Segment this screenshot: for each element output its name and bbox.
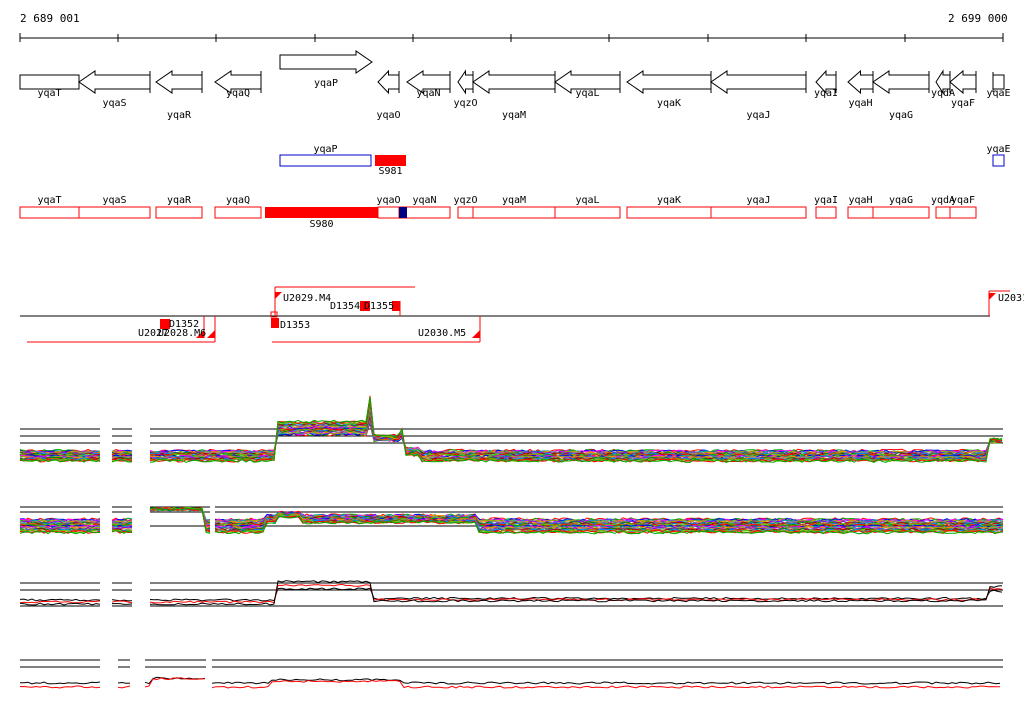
segment-label: S981 [378, 166, 402, 177]
segment-track: yqaP S981 yqaE yqaT yqaS yqaR yqaQ S980 yqaO yqaN… [19, 144, 1011, 230]
gene-yqaH[interactable]: yqaH [847, 69, 874, 109]
segment-label: yqaN [412, 195, 436, 206]
segment-yqaP[interactable]: yqaP [279, 144, 372, 167]
segment-yqaK[interactable]: yqaK [626, 195, 712, 219]
gene-yqaL[interactable]: yqaL [554, 70, 621, 99]
gene-label: yqaT [37, 88, 61, 99]
coordinate-ruler [19, 33, 1004, 42]
segment-label: yqaL [575, 195, 599, 206]
gene-label: yqaI [814, 88, 838, 99]
segment-yqaS[interactable]: yqaS [78, 195, 151, 219]
end-coordinate: 2 699 000 [948, 12, 1008, 25]
gene-label: yqaK [657, 98, 681, 109]
gene-label: yqaG [889, 110, 913, 121]
segment-yqaM[interactable]: yqaM [472, 195, 556, 219]
expression-panel-1 [19, 395, 1003, 463]
gene-yqaQ[interactable]: yqaQ [214, 70, 262, 99]
segment-yqaT[interactable]: yqaT [19, 195, 80, 219]
gene-label: yqaP [314, 78, 338, 89]
segment-label: S980 [309, 219, 333, 230]
gene-yqaT[interactable]: yqaT [19, 74, 80, 99]
segment-label: yqaS [102, 195, 126, 206]
gene-label: yqaO [376, 110, 400, 121]
segment-label: yqaI [814, 195, 838, 206]
segment-yqaO[interactable]: yqaO [376, 195, 401, 219]
segment-highlight [399, 207, 407, 218]
gene-label: yqaJ [746, 110, 770, 121]
segment-label: yqaP [313, 144, 337, 155]
gene-yqaJ[interactable]: yqaJ [710, 70, 807, 121]
gene-label: yqaR [167, 110, 192, 121]
gene-yqaO[interactable]: yqaO [376, 69, 401, 121]
transcription-unit-track: U2029.M4 D1354 D1355 U2031 D1352 U2027 U… [20, 286, 1024, 343]
segment-yqaQ[interactable]: yqaQ [214, 195, 262, 219]
expression-panel-3 [19, 580, 1003, 607]
segment-S981[interactable]: S981 [375, 155, 406, 177]
gene-label: yqaL [575, 88, 599, 99]
segment-label: yqaK [657, 195, 681, 206]
gene-yqaK[interactable]: yqaK [626, 70, 712, 109]
gene-yqaS[interactable]: yqaS [78, 70, 151, 109]
segment-label: yqaO [376, 195, 400, 206]
gene-label: yqaN [416, 88, 440, 99]
segment-label: yqaM [502, 195, 526, 206]
start-coordinate: 2 689 001 [20, 12, 80, 25]
expression-panel-2 [19, 506, 1004, 535]
segment-yqaG[interactable]: yqaG [872, 195, 930, 219]
gene-yqaF[interactable]: yqaF [949, 69, 977, 109]
gene-yqaM[interactable]: yqaM [472, 70, 556, 121]
gene-yqaN[interactable]: yqaN [406, 70, 451, 99]
gene-yqaI[interactable]: yqaI [814, 69, 838, 99]
segment-yqaH[interactable]: yqaH [847, 195, 874, 219]
tu-label-u2031[interactable]: U2031 [998, 293, 1024, 304]
segment-label: yqaJ [746, 195, 770, 206]
tu-label-d1355[interactable]: D1355 [364, 301, 394, 312]
segment-label: yqdA [931, 195, 955, 206]
gene-label: yqaE [986, 88, 1010, 99]
gene-label: yqaH [848, 98, 872, 109]
gene-yqaR[interactable]: yqaR [155, 70, 203, 121]
segment-S980[interactable]: S980 [265, 207, 378, 230]
segment-yqaI[interactable]: yqaI [814, 195, 838, 219]
gene-label: yqaQ [226, 88, 250, 99]
gene-yqaP[interactable]: yqaP [279, 50, 373, 89]
gene-label: yqdA [931, 88, 955, 99]
segment-label: yqaE [986, 144, 1010, 155]
tu-label-u2028[interactable]: U2028.M6 [158, 328, 206, 339]
segment-yqaE[interactable]: yqaE [986, 144, 1011, 167]
tu-label-d1352[interactable]: D1352 [169, 319, 199, 330]
segment-label: yqaQ [226, 195, 250, 206]
segment-yqaL[interactable]: yqaL [554, 195, 621, 219]
gene-yqaG[interactable]: yqaG [872, 70, 930, 121]
expression-panels [19, 395, 1004, 689]
gene-label: yqzO [453, 98, 477, 109]
segment-yqaR[interactable]: yqaR [155, 195, 203, 219]
segment-label: yqaH [848, 195, 872, 206]
tu-label-d1353[interactable]: D1353 [280, 320, 310, 331]
gene-yqdA[interactable]: yqdA [931, 69, 955, 99]
segment-label: yqaF [951, 195, 975, 206]
tu-label-u2029[interactable]: U2029.M4 [283, 293, 331, 304]
gene-label: yqaF [951, 98, 975, 109]
segment-label: yqaR [167, 195, 192, 206]
tu-label-u2030[interactable]: U2030.M5 [418, 328, 466, 339]
segment-yqaJ[interactable]: yqaJ [710, 195, 807, 219]
tu-label-u2027[interactable]: U2027 [138, 328, 168, 339]
segment-label: yqaG [889, 195, 913, 206]
segment-label: yqzO [453, 195, 477, 206]
tu-label-d1354[interactable]: D1354 [330, 301, 360, 312]
gene-label: yqaS [102, 98, 126, 109]
segment-label: yqaT [37, 195, 61, 206]
gene-track: yqaT yqaS yqaR yqaQ yqaP yqaO yqaN yqzO yqaM yqaL… [19, 50, 1011, 121]
expression-panel-4 [19, 659, 1003, 689]
gene-yqaE[interactable]: yqaE [986, 72, 1011, 99]
gene-label: yqaM [502, 110, 526, 121]
gene-yqzO[interactable]: yqzO [453, 69, 478, 109]
segment-yqaF[interactable]: yqaF [949, 195, 977, 219]
